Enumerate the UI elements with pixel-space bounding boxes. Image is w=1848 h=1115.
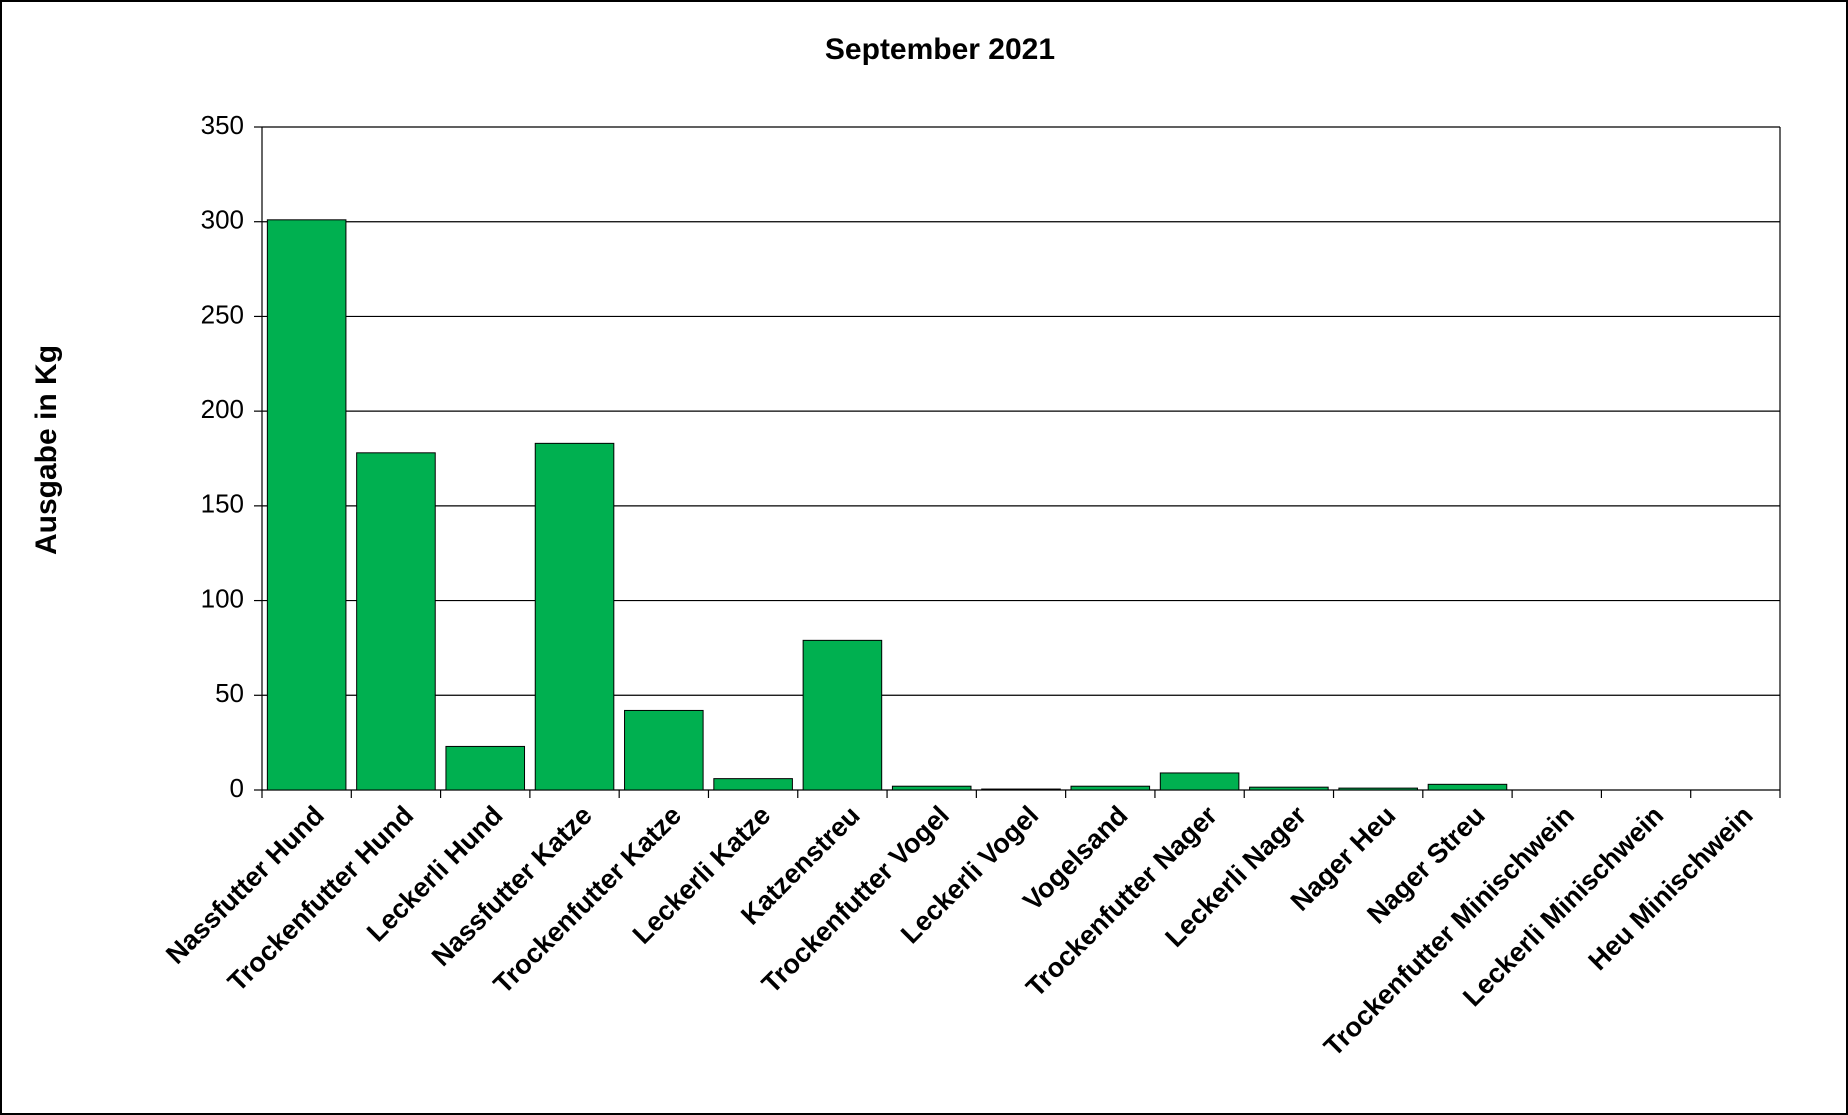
y-tick-label: 200 [201,394,244,424]
y-tick-label: 100 [201,583,244,613]
bar [802,639,883,791]
bar [1427,783,1508,791]
y-tick-label: 0 [230,773,244,803]
bar [266,219,347,791]
bar [1338,787,1418,791]
y-tick-label: 150 [201,489,244,519]
bar [713,778,793,791]
bar [1159,772,1240,791]
y-tick-label: 50 [215,678,244,708]
bar [534,442,615,791]
y-axis-label: Ausgabe in Kg [30,345,63,555]
bar [356,452,436,791]
bar [445,745,526,791]
y-tick-label: 300 [201,205,244,235]
bar [624,709,704,791]
y-tick-label: 350 [201,110,244,140]
y-tick-label: 250 [201,299,244,329]
bar [891,785,972,791]
bar [1070,785,1151,791]
chart-title: September 2021 [825,33,1055,66]
bar [1249,786,1329,791]
bar [981,788,1061,791]
